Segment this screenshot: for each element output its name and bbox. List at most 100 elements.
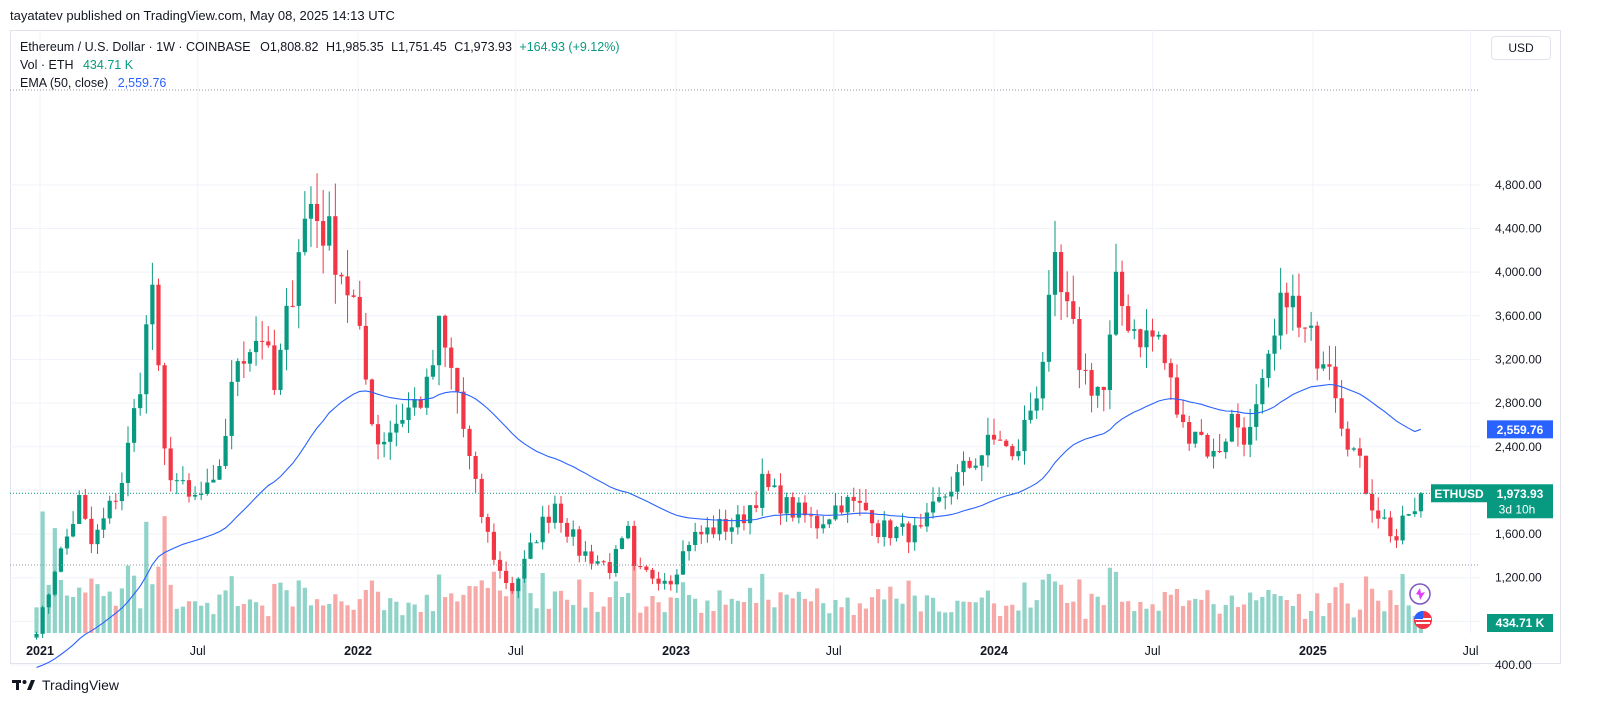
- candle-body: [1058, 252, 1064, 293]
- volume-bar: [997, 615, 1003, 633]
- volume-bar: [1388, 590, 1393, 633]
- candle-body: [211, 479, 216, 483]
- candle-body: [967, 460, 972, 468]
- time-tick-label: Jul: [508, 644, 524, 658]
- volume-bar: [766, 599, 771, 633]
- volume-bar: [1370, 588, 1375, 633]
- candle-body: [949, 491, 954, 497]
- volume-bar: [589, 591, 594, 633]
- candle-body: [400, 419, 405, 424]
- price-tick-label: 4,400.00: [1495, 221, 1542, 235]
- volume-bar: [253, 602, 259, 633]
- candle-body: [754, 505, 759, 508]
- legend-ema-row[interactable]: EMA (50, close) 2,559.76: [20, 76, 166, 90]
- volume-bar: [1144, 608, 1149, 633]
- volume-bar: [1406, 605, 1411, 633]
- volume-bar: [1101, 605, 1106, 633]
- legend-open: O1,808.82: [260, 40, 319, 54]
- candle-body: [1266, 353, 1271, 379]
- volume-bar: [1363, 576, 1369, 633]
- candle-body: [1382, 517, 1387, 519]
- chart-frame[interactable]: [10, 30, 1561, 664]
- candle-body: [1168, 363, 1173, 378]
- price-tick-label: 400.00: [1495, 658, 1532, 672]
- legend-volume-row[interactable]: Vol · ETH 434.71 K: [20, 58, 133, 72]
- volume-bar: [272, 583, 277, 633]
- volume-bar: [168, 584, 173, 633]
- volume-bar: [266, 616, 271, 633]
- volume-bar: [461, 594, 466, 633]
- volume-bar: [546, 608, 551, 633]
- candle-body: [1296, 295, 1302, 328]
- legend-symbol-row[interactable]: Ethereum / U.S. Dollar · 1W · COINBASE O…: [20, 40, 619, 54]
- volume-bar: [534, 608, 539, 633]
- candle-body: [1150, 330, 1155, 337]
- volume-bar: [333, 594, 338, 633]
- candle-body: [973, 465, 978, 468]
- volume-bar: [83, 592, 88, 633]
- volume-bar: [1351, 617, 1356, 633]
- candle-body: [577, 529, 582, 556]
- candle-body: [1406, 514, 1411, 516]
- candle-body: [1363, 455, 1369, 494]
- footer-brand[interactable]: TradingView: [12, 677, 119, 693]
- candle-body: [668, 580, 673, 585]
- candle-body: [747, 505, 753, 524]
- candle-body: [1327, 364, 1332, 367]
- legend-ema-label[interactable]: EMA (50, close): [20, 76, 109, 90]
- candle-body: [583, 551, 588, 556]
- candle-body: [217, 466, 222, 480]
- ema-line: [36, 383, 1422, 669]
- volume-bar: [711, 610, 716, 633]
- volume-bar: [284, 590, 289, 633]
- candle-body: [1418, 493, 1424, 512]
- candle-body: [497, 559, 503, 571]
- candle-body: [1083, 369, 1088, 371]
- candle-body: [394, 423, 399, 433]
- volume-bar: [1119, 601, 1125, 633]
- candle-body: [595, 561, 600, 564]
- volume-bar: [479, 580, 484, 633]
- candle-body: [961, 460, 966, 473]
- legend-symbol[interactable]: Ethereum / U.S. Dollar · 1W · COINBASE: [20, 40, 251, 54]
- candle-body: [1272, 335, 1277, 354]
- candle-body: [717, 518, 722, 535]
- volume-bar: [113, 605, 118, 633]
- candle-body: [443, 315, 448, 348]
- volume-bar: [1357, 609, 1363, 633]
- candle-body: [528, 542, 533, 559]
- candle-body: [625, 525, 631, 539]
- volume-bar: [241, 604, 246, 633]
- candle-body: [418, 399, 423, 408]
- candle-body: [924, 512, 930, 527]
- legend-volume-label[interactable]: Vol · ETH: [20, 58, 74, 72]
- candle-body: [1187, 422, 1192, 444]
- candle-body: [284, 305, 289, 350]
- volume-bar: [375, 591, 381, 633]
- volume-bar: [522, 574, 527, 633]
- candle-body: [308, 203, 314, 219]
- candle-body: [1052, 252, 1058, 295]
- volume-bar: [1180, 606, 1186, 633]
- volume-bar: [1266, 590, 1271, 633]
- candle-body: [693, 531, 698, 545]
- volume-bar: [1296, 593, 1302, 633]
- volume-bar: [943, 612, 948, 633]
- volume-bar: [869, 597, 875, 633]
- candle-body: [674, 574, 679, 585]
- volume-bar: [839, 607, 844, 633]
- candle-body: [125, 442, 131, 483]
- time-tick-label: Jul: [1463, 644, 1479, 658]
- candle-body: [821, 524, 826, 529]
- candle-body: [1388, 517, 1393, 537]
- candle-body: [552, 503, 557, 523]
- price-tick-label: 3,200.00: [1495, 352, 1542, 366]
- volume-bar: [735, 600, 740, 633]
- volume-bar: [1034, 600, 1039, 633]
- volume-bar: [577, 579, 582, 633]
- candle-body: [930, 501, 936, 513]
- currency-button[interactable]: USD: [1491, 36, 1551, 60]
- volume-bar: [64, 595, 70, 633]
- candle-body: [815, 515, 820, 529]
